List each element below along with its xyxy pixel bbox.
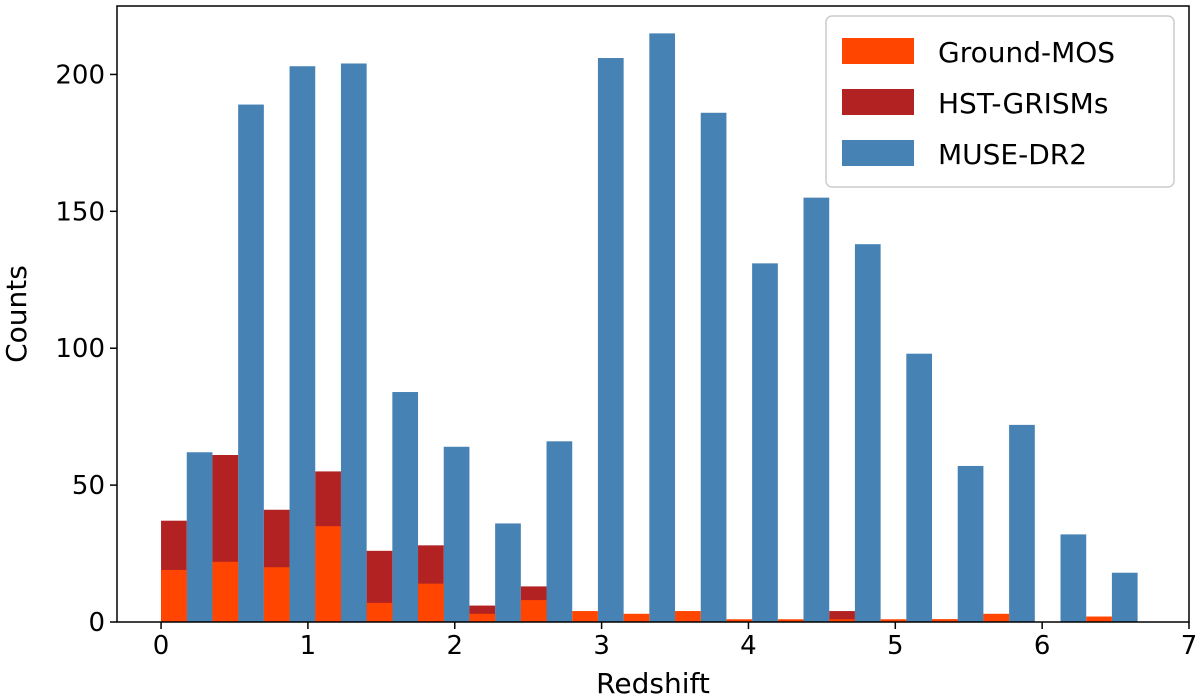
bar-muse-dr2-3 — [340, 63, 367, 623]
bar-muse-dr2-12 — [803, 197, 830, 622]
bar-ground-mos-11 — [726, 619, 753, 622]
x-tick-label-7: 7 — [1181, 631, 1198, 661]
bar-ground-mos-7 — [520, 600, 547, 622]
legend-swatch-muse-dr2 — [842, 140, 914, 166]
bar-muse-dr2-8 — [597, 58, 624, 622]
plot-frame — [116, 5, 1190, 623]
bar-ground-mos-14 — [880, 619, 907, 622]
y-tick-label-2: 100 — [55, 334, 105, 364]
x-tick-label-4: 4 — [740, 631, 757, 661]
legend-label-muse-dr2: MUSE-DR2 — [938, 138, 1087, 171]
bar-hst-grisms-13 — [829, 611, 855, 622]
bar-ground-mos-0 — [161, 569, 187, 622]
x-tick-label-3: 3 — [593, 631, 610, 661]
x-axis-ticks: 0 1 2 3 4 5 6 7 — [153, 622, 1197, 661]
bar-ground-mos-4 — [366, 602, 393, 622]
legend-swatch-hst-grisms — [842, 89, 914, 115]
bar-ground-mos-2 — [263, 567, 290, 622]
bar-ground-mos-15 — [932, 619, 958, 622]
bar-ground-mos-8 — [572, 611, 598, 622]
x-tick-label-0: 0 — [153, 631, 170, 661]
x-tick-label-5: 5 — [887, 631, 904, 661]
y-tick-label-4: 200 — [55, 60, 105, 90]
bar-muse-dr2-5 — [443, 446, 470, 622]
legend-label-ground-mos: Ground-MOS — [938, 36, 1115, 69]
bar-muse-dr2-11 — [752, 263, 778, 622]
bar-muse-dr2-14 — [906, 353, 933, 622]
bar-muse-dr2-15 — [957, 465, 984, 622]
bar-ground-mos-10 — [675, 611, 701, 622]
bar-muse-dr2-2 — [289, 66, 316, 623]
y-tick-label-3: 150 — [55, 197, 105, 227]
x-tick-label-6: 6 — [1034, 631, 1051, 661]
y-axis-label: Counts — [0, 265, 33, 363]
bar-muse-dr2-6 — [495, 523, 521, 622]
bar-muse-dr2-1 — [238, 104, 264, 622]
y-tick-label-1: 50 — [72, 471, 105, 501]
legend-label-hst-grisms: HST-GRISMs — [938, 87, 1108, 120]
bar-muse-dr2-7 — [546, 441, 573, 622]
y-axis-ticks: 0 50 100 150 200 — [55, 60, 117, 638]
muse-dr2-bars — [186, 33, 1138, 623]
bar-ground-mos-6 — [469, 613, 496, 622]
y-tick-label-0: 0 — [88, 608, 105, 638]
bar-muse-dr2-18 — [1111, 572, 1138, 622]
bar-muse-dr2-16 — [1009, 424, 1035, 622]
bar-ground-mos-1 — [212, 561, 239, 622]
x-tick-label-1: 1 — [300, 631, 317, 661]
x-tick-label-2: 2 — [446, 631, 463, 661]
bar-muse-dr2-17 — [1060, 534, 1087, 622]
bar-muse-dr2-13 — [854, 244, 881, 622]
legend-swatch-ground-mos — [842, 38, 914, 64]
bar-muse-dr2-4 — [392, 392, 419, 622]
bar-ground-mos-16 — [983, 613, 1010, 622]
bar-muse-dr2-10 — [700, 112, 727, 623]
x-axis-label: Redshift — [596, 667, 710, 698]
bar-ground-mos-12 — [777, 619, 804, 622]
bar-muse-dr2-9 — [649, 33, 676, 622]
bar-ground-mos-9 — [623, 613, 650, 622]
bar-ground-mos-3 — [315, 526, 341, 622]
bar-ground-mos-5 — [418, 583, 444, 622]
ground-mos-bars — [161, 526, 1112, 622]
legend: Ground-MOS HST-GRISMs MUSE-DR2 — [825, 15, 1175, 188]
bar-ground-mos-13 — [829, 619, 855, 622]
bar-ground-mos-18 — [1086, 616, 1112, 622]
bar-muse-dr2-0 — [186, 452, 213, 622]
